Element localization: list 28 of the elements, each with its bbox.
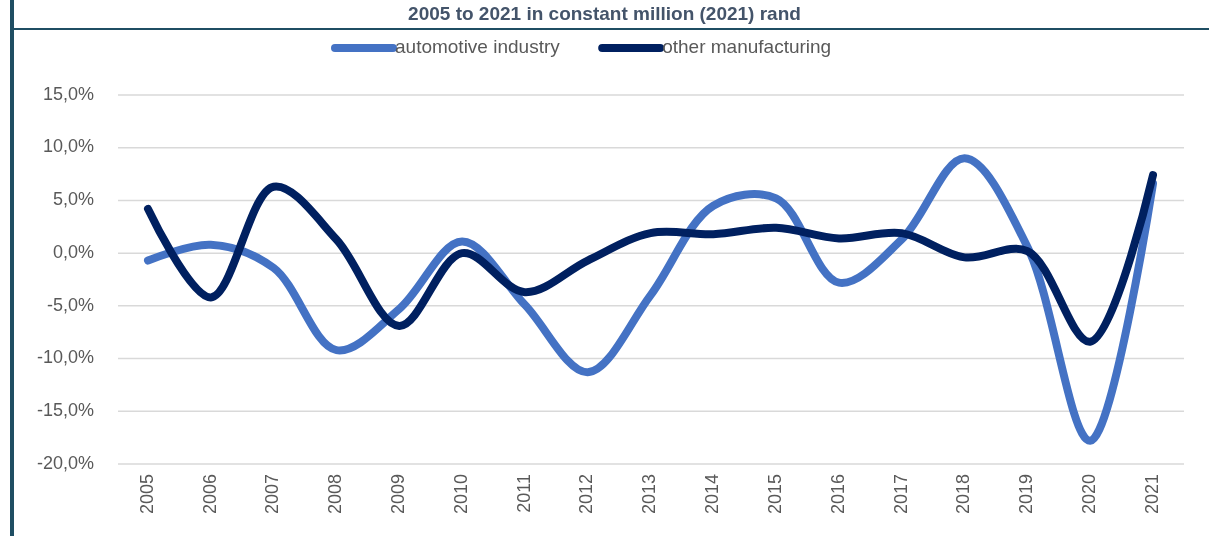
y-tick-label: 15,0% <box>42 83 94 104</box>
x-tick-label: 2007 <box>262 474 283 515</box>
x-tick-label: 2008 <box>325 474 346 515</box>
y-tick-label: -20,0% <box>36 452 94 473</box>
y-tick-label: -5,0% <box>46 294 94 315</box>
x-tick-label: 2019 <box>1016 474 1037 515</box>
y-tick-label: -10,0% <box>36 347 94 368</box>
x-tick-label: 2005 <box>136 474 157 515</box>
x-tick-label: 2006 <box>199 474 220 515</box>
x-tick-label: 2018 <box>953 474 974 515</box>
y-tick-label: 10,0% <box>42 136 94 157</box>
x-tick-label: 2014 <box>702 474 723 515</box>
x-tick-label: 2016 <box>827 474 848 515</box>
y-tick-label: 5,0% <box>52 189 94 210</box>
x-tick-label: 2015 <box>764 474 785 515</box>
x-tick-label: 2009 <box>388 474 408 515</box>
x-tick-label: 2013 <box>639 474 660 515</box>
x-tick-label: 2010 <box>450 474 471 515</box>
x-tick-label: 2020 <box>1078 474 1099 515</box>
x-tick-label: 2021 <box>1141 474 1162 515</box>
x-tick-label: 2011 <box>513 474 534 513</box>
legend-label: automotive industry <box>395 36 561 58</box>
legend-label: other manufacturing <box>662 36 832 58</box>
y-tick-label: -15,0% <box>36 400 94 421</box>
y-tick-label: 0,0% <box>52 241 94 262</box>
x-tick-label: 2017 <box>890 474 911 515</box>
chart-title: 2005 to 2021 in constant million (2021) rand <box>408 3 801 24</box>
x-tick-label: 2012 <box>576 474 597 515</box>
